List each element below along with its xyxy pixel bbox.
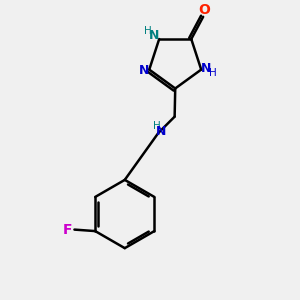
Text: H: H <box>144 26 152 36</box>
Text: F: F <box>63 223 73 237</box>
Text: H: H <box>153 122 161 131</box>
Text: N: N <box>201 61 212 75</box>
Text: H: H <box>209 68 217 78</box>
Text: N: N <box>139 64 149 77</box>
Text: O: O <box>198 3 210 17</box>
Text: N: N <box>156 125 166 138</box>
Text: N: N <box>148 29 159 42</box>
